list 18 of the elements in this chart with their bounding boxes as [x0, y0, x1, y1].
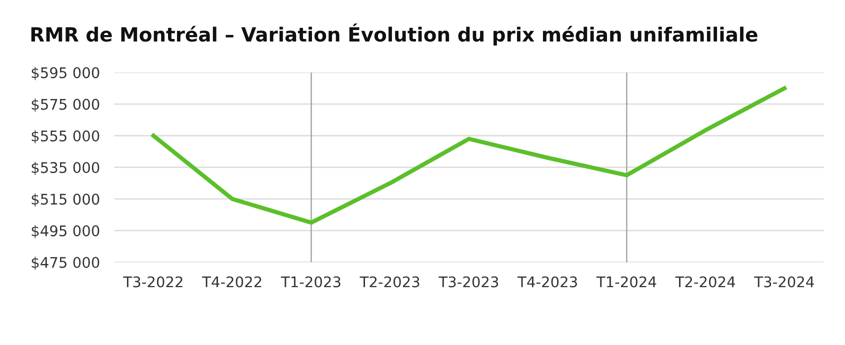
x-tick-label: T2-2024 [675, 276, 736, 288]
y-tick-label: $475 000 [32, 256, 100, 270]
y-tick-label: $535 000 [32, 162, 100, 176]
y-tick-label: $515 000 [32, 193, 100, 207]
x-tick-label: T3-2024 [754, 276, 814, 288]
y-tick-label: $575 000 [32, 98, 100, 112]
y-tick-label: $595 000 [32, 66, 100, 80]
chart-title: RMR de Montréal – Variation Évolution du prix médian unifamiliale [31, 23, 758, 46]
x-tick-label: T1-2023 [280, 276, 340, 288]
x-tick-label: T4-2023 [518, 276, 577, 288]
y-tick-label: $555 000 [32, 130, 100, 144]
x-tick-label: T3-2022 [123, 276, 182, 288]
x-tick-label: T1-2024 [596, 276, 656, 288]
line-series [151, 86, 787, 225]
x-tick-label: T4-2022 [202, 276, 262, 288]
x-tick-label: T3-2023 [438, 276, 498, 288]
x-tick-label: T2-2023 [360, 276, 420, 288]
y-tick-label: $495 000 [32, 225, 100, 238]
